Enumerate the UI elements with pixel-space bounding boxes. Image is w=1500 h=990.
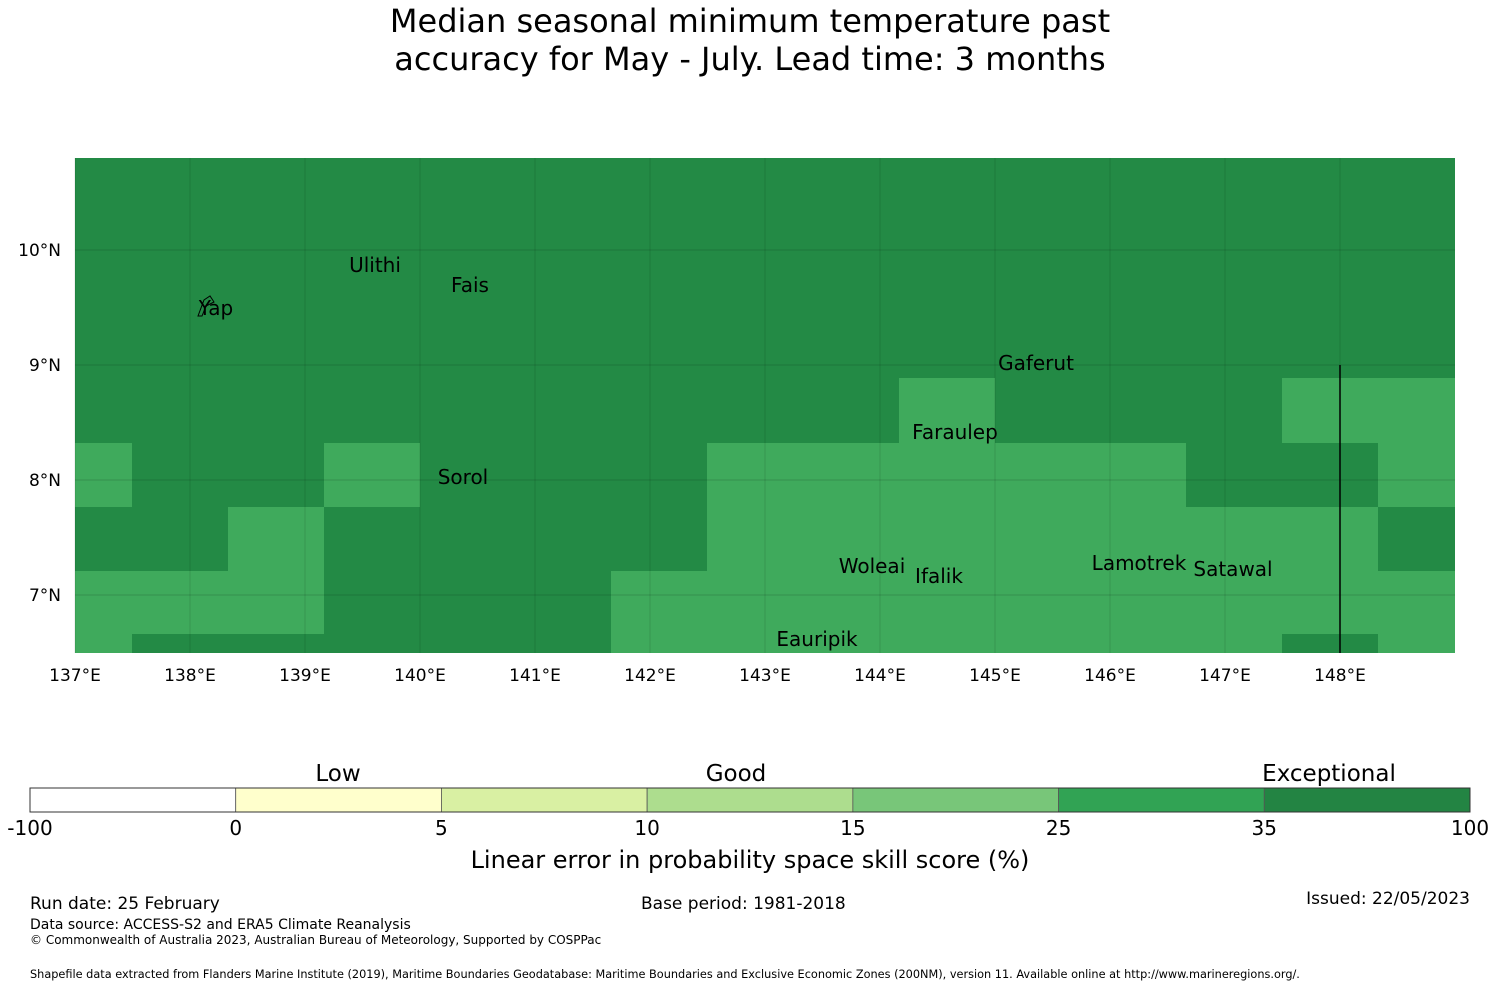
colorbar-bin: [852, 787, 1059, 813]
colorbar-tick-label: 15: [840, 816, 865, 840]
colorbar-bin: [29, 787, 237, 813]
lon-tick-label: 140°E: [394, 666, 446, 686]
colorbar-category-low: Low: [315, 761, 360, 787]
lon-tick-label: 139°E: [279, 666, 331, 686]
skill-cell-good: [1378, 571, 1455, 653]
yap-island-shape: [197, 295, 215, 317]
island-label-yap: Yap: [198, 296, 233, 320]
island-label-gaferut: Gaferut: [998, 351, 1074, 375]
skill-cell-good: [1186, 507, 1378, 653]
colorbar-tick-label: 5: [435, 816, 448, 840]
colorbar-tick-label: 0: [229, 816, 242, 840]
longitude-tick-labels: 137°E 138°E 139°E 140°E 141°E 142°E 143°E 144°E…: [49, 666, 1366, 686]
colorbar-bin: [1058, 787, 1265, 813]
latitude-tick-labels: 10°N 9°N 8°N 7°N: [18, 241, 61, 606]
colorbar-tick-label: 35: [1252, 816, 1277, 840]
lon-tick-label: 137°E: [49, 666, 101, 686]
lat-tick-label: 10°N: [18, 241, 61, 261]
lon-tick-label: 143°E: [739, 666, 791, 686]
base-period: Base period: 1981-2018: [641, 894, 846, 914]
island-label-sorol: Sorol: [438, 465, 489, 489]
skill-cell-good: [899, 378, 995, 443]
data-source: Data source: ACCESS-S2 and ERA5 Climate …: [30, 917, 411, 933]
issued-date: Issued: 22/05/2023: [1306, 889, 1470, 909]
skill-cell-good: [75, 571, 324, 634]
lat-tick-label: 8°N: [29, 471, 61, 491]
lon-tick-label: 142°E: [624, 666, 676, 686]
lon-tick-label: 141°E: [509, 666, 561, 686]
island-label-fais: Fais: [451, 273, 489, 297]
skill-grid-cells: [75, 158, 1455, 653]
colorbar-axis-label: Linear error in probability space skill …: [471, 846, 1030, 874]
lon-tick-label: 147°E: [1199, 666, 1251, 686]
colorbar-frame: [29, 787, 1471, 813]
colorbar-bin: [441, 787, 648, 813]
colorbar-tick-label: 10: [634, 816, 659, 840]
colorbar-tick-label: 100: [1451, 816, 1489, 840]
island-label-eauripik: Eauripik: [776, 627, 858, 651]
island-label-ifalik: Ifalik: [915, 564, 963, 588]
skill-cell-exceptional: [1282, 634, 1378, 653]
skill-cell-good: [75, 634, 132, 653]
skill-cell-good: [611, 571, 707, 653]
map-gridlines: [74, 158, 1455, 653]
lat-tick-label: 9°N: [29, 356, 61, 376]
run-date: Run date: 25 February: [30, 894, 220, 914]
skill-cell-good: [707, 443, 1186, 653]
lon-tick-label: 148°E: [1314, 666, 1366, 686]
colorbar-bin: [235, 787, 442, 813]
colorbar-bin: [646, 787, 854, 813]
skill-cell-good: [1282, 378, 1455, 443]
lon-tick-label: 145°E: [969, 666, 1021, 686]
island-label-faraulep: Faraulep: [912, 420, 998, 444]
skill-cell-good: [75, 443, 132, 507]
map-title-line-2: accuracy for May - July. Lead time: 3 mo…: [394, 40, 1106, 78]
colorbar-category-good: Good: [706, 761, 767, 787]
island-label-satawal: Satawal: [1193, 557, 1272, 581]
colorbar-legend: -100 0 5 10 15 25 35 100 Low Good Exceptional Linea…: [7, 761, 1489, 874]
skill-cell-good: [1378, 443, 1455, 507]
lon-tick-label: 146°E: [1084, 666, 1136, 686]
lat-tick-label: 7°N: [29, 586, 61, 606]
island-label-lamotrek: Lamotrek: [1092, 551, 1187, 575]
island-labels: Ulithi Fais Yap Gaferut Faraulep Sorol Woleai I…: [197, 253, 1273, 651]
shapefile-attribution: Shapefile data extracted from Flanders M…: [30, 968, 1300, 981]
colorbar-tick-label: 25: [1046, 816, 1071, 840]
colorbar-category-exceptional: Exceptional: [1262, 761, 1396, 787]
copyright-notice: © Commonwealth of Australia 2023, Austra…: [30, 933, 602, 947]
lon-tick-label: 138°E: [164, 666, 216, 686]
island-label-woleai: Woleai: [839, 554, 906, 578]
skill-cell-good: [324, 443, 420, 507]
island-label-ulithi: Ulithi: [349, 253, 401, 277]
colorbar-tick-label: -100: [7, 816, 52, 840]
colorbar-bin: [1263, 787, 1471, 813]
map-title-line-1: Median seasonal minimum temperature past: [389, 2, 1111, 40]
skill-cell-good: [228, 507, 324, 571]
lon-tick-label: 144°E: [854, 666, 906, 686]
